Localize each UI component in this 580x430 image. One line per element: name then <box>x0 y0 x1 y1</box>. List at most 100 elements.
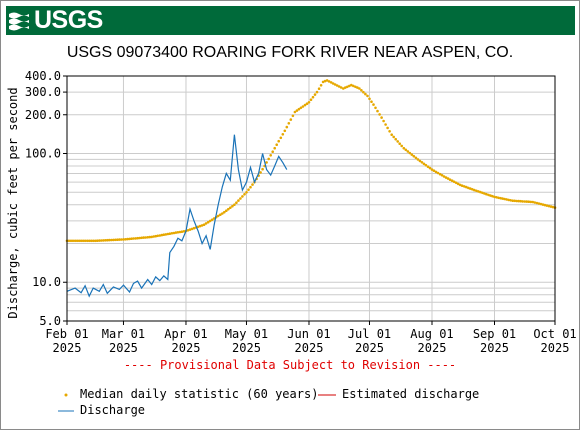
median-point-135 <box>337 85 341 88</box>
y-tick-label-4: 300.0 <box>25 85 61 99</box>
median-point-152 <box>372 103 375 106</box>
median-point-82 <box>231 204 234 208</box>
median-point-189 <box>446 177 450 180</box>
usgs-logo[interactable]: USGS <box>8 6 103 34</box>
median-point-227 <box>523 200 527 203</box>
median-point-174 <box>416 158 420 161</box>
median-point-109 <box>285 125 289 129</box>
median-point-6 <box>77 239 81 243</box>
median-point-186 <box>440 174 444 177</box>
median-point-63 <box>192 226 196 230</box>
legend-label-median: Median daily statistic (60 years) <box>80 387 319 401</box>
median-point-183 <box>434 170 438 174</box>
median-point-72 <box>210 218 214 221</box>
median-point-4 <box>73 239 77 243</box>
median-point-219 <box>507 198 510 202</box>
median-point-19 <box>104 239 107 242</box>
median-point-169 <box>406 150 410 153</box>
median-point-102 <box>271 150 275 153</box>
median-point-127 <box>321 80 325 84</box>
median-point-128 <box>323 79 327 83</box>
usgs-logo-text: USGS <box>34 6 103 34</box>
median-point-190 <box>448 178 452 181</box>
x-tick-label-8-0: Oct 01 <box>533 327 576 341</box>
median-point-215 <box>499 196 502 200</box>
median-point-91 <box>249 185 252 189</box>
median-point-217 <box>503 197 506 201</box>
median-point-29 <box>124 238 127 241</box>
median-point-55 <box>176 231 180 234</box>
plot-border <box>66 75 556 322</box>
x-tick-label-5-0: Jul 01 <box>348 327 391 341</box>
median-point-125 <box>317 87 321 90</box>
median-point-172 <box>412 154 416 158</box>
median-point-237 <box>543 203 547 207</box>
median-point-178 <box>424 163 428 167</box>
median-point-144 <box>356 86 359 89</box>
median-point-112 <box>291 114 295 118</box>
y-tick-label-1: 10.0 <box>32 275 61 289</box>
x-tick-label-4-1: 2025 <box>295 341 324 355</box>
median-point-206 <box>481 191 484 195</box>
y-ticks: 5.0 10.0 100.0 200.0 300.0 400.0 <box>25 69 67 328</box>
usgs-wave-icon <box>9 12 29 30</box>
median-point-52 <box>170 232 174 235</box>
median-point-165 <box>398 142 402 145</box>
median-point-1 <box>67 239 71 243</box>
median-point-177 <box>422 162 426 166</box>
median-point-119 <box>305 102 309 105</box>
median-point-81 <box>229 206 232 209</box>
usgs-banner: USGS <box>6 6 575 35</box>
median-point-80 <box>227 207 230 211</box>
median-point-100 <box>267 157 271 161</box>
median-point-192 <box>452 180 456 184</box>
median-point-11 <box>87 239 91 243</box>
median-point-44 <box>154 234 157 238</box>
median-point-209 <box>487 193 490 197</box>
x-tick-label-1-0: Mar 01 <box>102 327 145 341</box>
x-tick-label-3-0: May 01 <box>225 327 268 341</box>
median-point-23 <box>112 238 115 242</box>
median-point-111 <box>289 118 293 121</box>
median-point-22 <box>110 238 113 242</box>
x-tick-label-1-1: 2025 <box>109 341 138 355</box>
median-point-10 <box>85 239 89 243</box>
median-point-20 <box>106 238 109 242</box>
median-point-14 <box>93 239 97 243</box>
x-tick-label-3-1: 2025 <box>232 341 261 355</box>
median-point-105 <box>277 139 281 143</box>
median-point-38 <box>142 236 145 239</box>
x-tick-label-0-0: Feb 01 <box>45 327 88 341</box>
median-point-203 <box>475 189 478 193</box>
median-point-208 <box>485 192 488 196</box>
median-point-134 <box>335 84 339 87</box>
median-point-241 <box>551 205 555 209</box>
median-point-118 <box>303 103 307 107</box>
estimated-swatch <box>318 389 336 399</box>
median-point-87 <box>241 195 244 198</box>
median-point-180 <box>428 166 432 170</box>
median-point-162 <box>392 135 396 139</box>
median-point-225 <box>519 199 522 203</box>
median-point-191 <box>450 179 454 182</box>
median-point-70 <box>206 220 210 224</box>
median-point-30 <box>126 237 129 241</box>
median-point-236 <box>541 203 545 206</box>
median-point-97 <box>261 167 264 171</box>
median-point-34 <box>134 237 137 240</box>
median-point-157 <box>382 119 385 123</box>
x-tick-label-8-1: 2025 <box>541 341 570 355</box>
median-point-184 <box>436 171 440 175</box>
median-point-232 <box>533 201 537 204</box>
median-point-110 <box>287 122 291 125</box>
median-point-75 <box>216 214 220 218</box>
median-point-228 <box>525 200 529 203</box>
x-tick-label-6-0: Aug 01 <box>410 327 453 341</box>
median-point-69 <box>204 222 208 225</box>
median-point-220 <box>509 199 512 202</box>
median-point-62 <box>190 227 194 231</box>
median-point-179 <box>426 165 430 168</box>
median-point-116 <box>299 106 303 110</box>
median-point-83 <box>233 203 236 206</box>
